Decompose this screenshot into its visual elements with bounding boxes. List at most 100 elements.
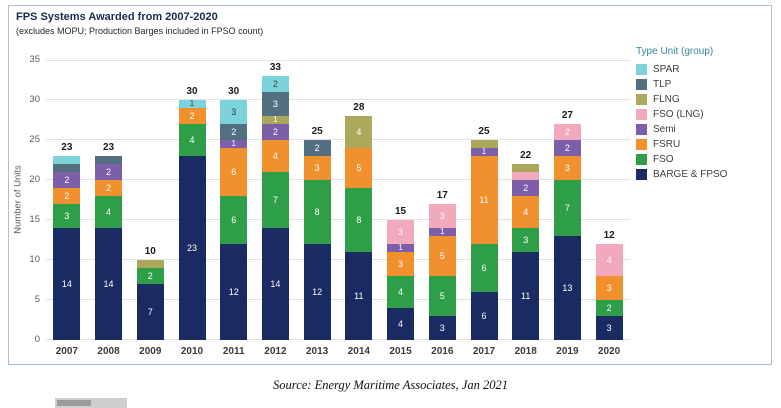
bar-segment-2008-tlp[interactable]	[95, 156, 123, 164]
segment-value-label: 23	[186, 243, 197, 253]
bar-segment-2019-barge-fpso[interactable]: 13	[553, 236, 581, 340]
bar-segment-2013-barge-fpso[interactable]: 12	[303, 244, 331, 340]
legend-item-barge-fpso[interactable]: BARGE & FPSO	[636, 169, 776, 180]
x-tick-label-2014: 2014	[347, 346, 370, 357]
bar-segment-2011-tlp[interactable]: 2	[220, 124, 248, 140]
bar-segment-2007-barge-fpso[interactable]: 14	[53, 228, 81, 340]
bar-segment-2011-fsru[interactable]: 6	[220, 148, 248, 196]
bar-segment-2013-tlp[interactable]: 2	[303, 140, 331, 156]
gridline	[46, 139, 630, 140]
bar-segment-2020-barge-fpso[interactable]: 3	[595, 316, 623, 340]
bar-segment-2013-fsru[interactable]: 3	[303, 156, 331, 180]
segment-value-label: 2	[606, 303, 612, 313]
bar-segment-2014-flng[interactable]: 4	[345, 116, 373, 148]
bar-segment-2018-fsru[interactable]: 4	[512, 196, 540, 228]
bar-segment-2020-fso[interactable]: 2	[595, 300, 623, 316]
bar-segment-2020-fso-lng-[interactable]: 4	[595, 244, 623, 276]
bar-segment-2017-flng[interactable]	[470, 140, 498, 148]
legend-item-fso[interactable]: FSO	[636, 154, 776, 165]
bar-segment-2016-semi[interactable]: 1	[428, 228, 456, 236]
bar-segment-2015-fsru[interactable]: 3	[387, 252, 415, 276]
bar-segment-2016-fso[interactable]: 5	[428, 276, 456, 316]
bar-segment-2012-flng[interactable]: 1	[261, 116, 289, 124]
bar-segment-2012-tlp[interactable]: 3	[261, 92, 289, 116]
legend-item-tlp[interactable]: TLP	[636, 79, 776, 90]
bar-segment-2012-barge-fpso[interactable]: 14	[261, 228, 289, 340]
bar-segment-2011-spar[interactable]: 3	[220, 100, 248, 124]
bar-segment-2011-semi[interactable]: 1	[220, 140, 248, 148]
legend-label: FSRU	[653, 139, 681, 150]
bar-segment-2015-fso-lng-[interactable]: 3	[387, 220, 415, 244]
bar-segment-2010-barge-fpso[interactable]: 23	[178, 156, 206, 340]
legend-swatch	[636, 64, 647, 75]
bar-segment-2014-fsru[interactable]: 5	[345, 148, 373, 188]
x-tick-label-2016: 2016	[431, 346, 454, 357]
bar-segment-2019-semi[interactable]: 2	[553, 140, 581, 156]
bar-segment-2012-fso[interactable]: 7	[261, 172, 289, 228]
bar-segment-2008-fsru[interactable]: 2	[95, 180, 123, 196]
bar-segment-2019-fso-lng-[interactable]: 2	[553, 124, 581, 140]
bar-segment-2008-semi[interactable]: 2	[95, 164, 123, 180]
x-tick-label-2011: 2011	[222, 346, 245, 357]
bar-segment-2017-semi[interactable]: 1	[470, 148, 498, 156]
bar-segment-2011-barge-fpso[interactable]: 12	[220, 244, 248, 340]
bar-segment-2017-fsru[interactable]: 11	[470, 156, 498, 244]
bar-segment-2019-fso[interactable]: 7	[553, 180, 581, 236]
bar-segment-2008-barge-fpso[interactable]: 14	[95, 228, 123, 340]
bar-segment-2018-barge-fpso[interactable]: 11	[512, 252, 540, 340]
bar-segment-2020-fsru[interactable]: 3	[595, 276, 623, 300]
bar-segment-2010-fso[interactable]: 4	[178, 124, 206, 156]
legend-item-fso-lng-[interactable]: FSO (LNG)	[636, 109, 776, 120]
segment-value-label: 2	[523, 183, 529, 193]
scrollbar-thumb[interactable]	[57, 400, 91, 406]
segment-value-label: 7	[272, 195, 278, 205]
bar-segment-2007-tlp[interactable]	[53, 164, 81, 172]
bar-segment-2017-barge-fpso[interactable]: 6	[470, 292, 498, 340]
gridline	[46, 339, 630, 340]
bar-segment-2015-fso[interactable]: 4	[387, 276, 415, 308]
bar-segment-2017-fso[interactable]: 6	[470, 244, 498, 292]
scrollbar-fragment[interactable]	[55, 398, 127, 408]
bar-segment-2019-fsru[interactable]: 3	[553, 156, 581, 180]
legend-item-semi[interactable]: Semi	[636, 124, 776, 135]
segment-value-label: 2	[564, 143, 570, 153]
bar-segment-2016-fso-lng-[interactable]: 3	[428, 204, 456, 228]
bar-segment-2018-flng[interactable]	[512, 164, 540, 172]
bar-segment-2011-fso[interactable]: 6	[220, 196, 248, 244]
legend-entries: SPAR TLP FLNG FSO (LNG) Semi FSRU FSO BARGE & F…	[636, 64, 776, 180]
bar-segment-2010-spar[interactable]: 1	[178, 100, 206, 108]
bar-segment-2013-fso[interactable]: 8	[303, 180, 331, 244]
bar-segment-2014-fso[interactable]: 8	[345, 188, 373, 252]
segment-value-label: 4	[106, 207, 112, 217]
legend-item-fsru[interactable]: FSRU	[636, 139, 776, 150]
segment-value-label: 3	[439, 211, 445, 221]
bar-segment-2012-spar[interactable]: 2	[261, 76, 289, 92]
bar-segment-2009-barge-fpso[interactable]: 7	[136, 284, 164, 340]
plot-area: 14 3 2 2 23 14 4 2 2 23 7 2 10 23 4 2 1 30 12 6 6 1 2 3 30 14 7 4 2 1…	[46, 60, 630, 340]
bar-segment-2012-fsru[interactable]: 4	[261, 140, 289, 172]
bar-total-label-2013: 25	[311, 126, 323, 137]
bar-segment-2007-semi[interactable]: 2	[53, 172, 81, 188]
bar-segment-2009-flng[interactable]	[136, 260, 164, 268]
gridline	[46, 99, 630, 100]
bar-segment-2014-barge-fpso[interactable]: 11	[345, 252, 373, 340]
bar-segment-2018-semi[interactable]: 2	[512, 180, 540, 196]
bar-segment-2015-semi[interactable]: 1	[387, 244, 415, 252]
legend-item-spar[interactable]: SPAR	[636, 64, 776, 75]
segment-value-label: 4	[606, 255, 612, 265]
bar-segment-2015-barge-fpso[interactable]: 4	[387, 308, 415, 340]
legend-label: FLNG	[653, 94, 680, 105]
legend-item-flng[interactable]: FLNG	[636, 94, 776, 105]
bar-segment-2008-fso[interactable]: 4	[95, 196, 123, 228]
bar-segment-2007-fsru[interactable]: 2	[53, 188, 81, 204]
bar-segment-2018-fso-lng-[interactable]	[512, 172, 540, 180]
bar-segment-2016-fsru[interactable]: 5	[428, 236, 456, 276]
bar-segment-2007-spar[interactable]	[53, 156, 81, 164]
bar-segment-2016-barge-fpso[interactable]: 3	[428, 316, 456, 340]
bar-segment-2018-fso[interactable]: 3	[512, 228, 540, 252]
bar-segment-2010-fsru[interactable]: 2	[178, 108, 206, 124]
bar-segment-2009-fso[interactable]: 2	[136, 268, 164, 284]
bar-segment-2012-semi[interactable]: 2	[261, 124, 289, 140]
bar-segment-2007-fso[interactable]: 3	[53, 204, 81, 228]
segment-value-label: 3	[564, 163, 570, 173]
